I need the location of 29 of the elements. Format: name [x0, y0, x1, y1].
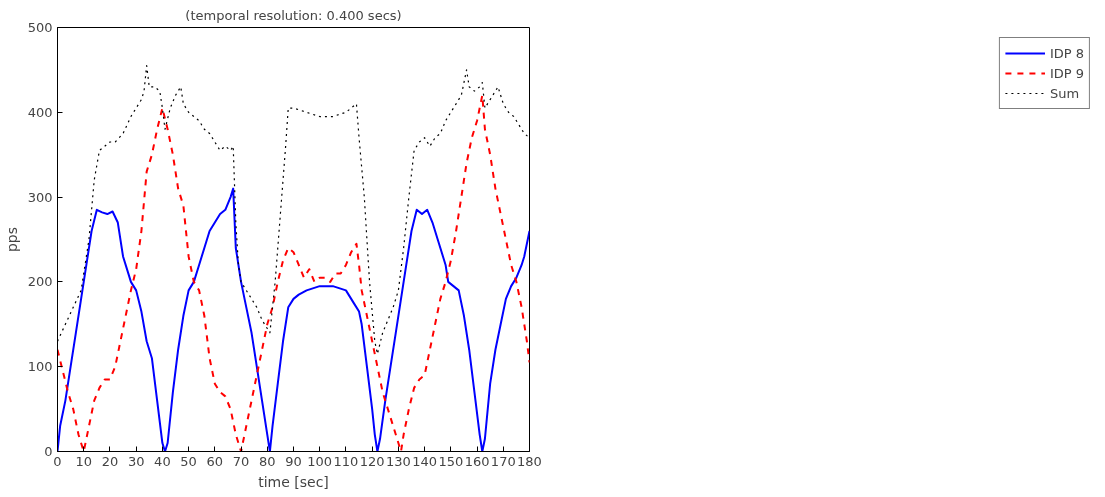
y-tick-label: 400 [27, 104, 53, 120]
y-tick-label: 200 [27, 274, 53, 290]
x-tick-label: 120 [359, 453, 385, 469]
x-tick-label: 40 [154, 453, 171, 469]
x-tick-label: 100 [307, 453, 333, 469]
x-tick-label: 150 [438, 453, 464, 469]
legend-label: IDP 9 [1049, 65, 1084, 81]
y-tick-label: 100 [27, 359, 53, 375]
x-tick-label: 110 [333, 453, 359, 469]
y-axis-title: pps [3, 226, 20, 253]
x-tick-label: 60 [206, 453, 224, 469]
legend-label: IDP 8 [1049, 45, 1084, 61]
x-tick-label: 50 [180, 453, 197, 469]
x-tick-label: 170 [490, 453, 516, 469]
x-tick-label: 10 [75, 453, 92, 469]
x-tick-label: 80 [259, 453, 276, 469]
x-tick-label: 70 [232, 453, 250, 469]
x-tick-label: 90 [285, 453, 302, 469]
y-tick-label: 500 [27, 20, 53, 35]
chart-title: (temporal resolution: 0.400 secs) [185, 7, 402, 23]
x-tick-label: 160 [464, 453, 490, 469]
x-tick-label: 130 [385, 453, 411, 469]
y-tick-label: 300 [27, 189, 53, 205]
x-axis-title: time [sec] [258, 473, 329, 490]
x-tick-label: 20 [101, 453, 119, 469]
x-tick-label: 180 [517, 453, 542, 469]
x-tick-label: 30 [127, 453, 145, 469]
x-tick-label: 140 [412, 453, 438, 469]
legend-label: Sum [1049, 85, 1080, 101]
